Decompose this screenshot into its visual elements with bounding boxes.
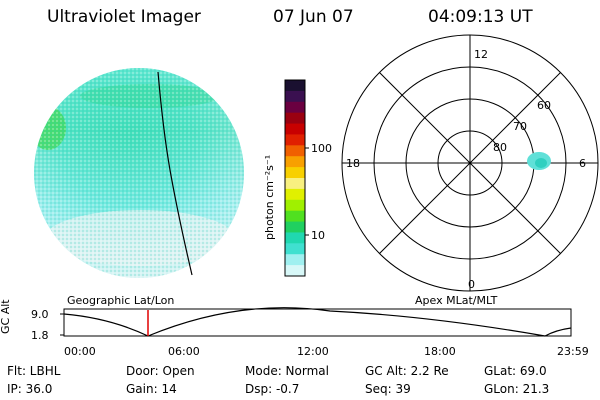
polar-plot (341, 34, 599, 292)
altitude-curve (63, 307, 572, 337)
terminator-line (157, 71, 193, 276)
info-gc-alt: GC Alt: 2.2 Re (365, 364, 449, 378)
info-door: Door: Open (126, 364, 195, 378)
colorbar-segment (285, 243, 305, 255)
colorbar-segment (285, 145, 305, 157)
mlt-label-18: 18 (346, 157, 360, 170)
mlt-label-6: 6 (579, 157, 586, 170)
colorbar-tick-label-10: 10 (311, 229, 325, 242)
altitude-ylabel: GC Alt (0, 299, 12, 334)
colorbar-tick-label-100: 100 (311, 142, 332, 155)
colorbar-segment (285, 221, 305, 233)
lat-label-80: 80 (493, 141, 507, 154)
altitude-xtick-2: 12:00 (297, 345, 329, 358)
mlt-label-12: 12 (474, 48, 488, 61)
altitude-xtick-1: 06:00 (168, 345, 200, 358)
info-mode: Mode: Normal (245, 364, 329, 378)
date-label: 07 Jun 07 (273, 7, 354, 27)
colorbar-segment (285, 134, 305, 146)
info-flt: Flt: LBHL (7, 364, 61, 378)
colorbar-segment (285, 101, 305, 114)
altitude-ytick-high: 9.0 (31, 308, 49, 321)
altitude-xtick-3: 18:00 (424, 345, 456, 358)
colorbar-segment (285, 254, 305, 266)
info-seq: Seq: 39 (365, 382, 411, 396)
colorbar-segment (285, 112, 305, 125)
time-label: 04:09:13 UT (428, 7, 533, 27)
altitude-xtick-4: 23:59 (557, 345, 589, 358)
mlt-label-0: 0 (468, 278, 475, 291)
colorbar-segment (285, 210, 305, 223)
lat-label-60: 60 (537, 99, 551, 112)
colorbar-segment (285, 232, 305, 244)
colorbar-segment (285, 80, 305, 92)
info-glat: GLat: 69.0 (484, 364, 547, 378)
apex-caption: Apex MLat/MLT (415, 294, 498, 307)
colorbar-segment (285, 123, 305, 135)
aurora-blob (527, 152, 551, 170)
colorbar-segment (285, 188, 305, 201)
geographic-image (34, 68, 244, 278)
colorbar-unit-label: photon cm⁻²s⁻¹ (263, 154, 276, 240)
geographic-caption: Geographic Lat/Lon (67, 294, 175, 307)
colorbar-segment (285, 167, 305, 179)
altitude-plot (60, 307, 572, 337)
lat-label-70: 70 (513, 120, 527, 133)
info-glon: GLon: 21.3 (484, 382, 550, 396)
colorbar-segment (285, 90, 305, 103)
instrument-title: Ultraviolet Imager (47, 7, 201, 27)
colorbar-segment (285, 178, 305, 190)
colorbar (285, 80, 305, 277)
info-gain: Gain: 14 (126, 382, 177, 396)
colorbar-segment (285, 265, 305, 277)
altitude-xtick-0: 00:00 (64, 345, 96, 358)
polar-diagonal-2 (379, 72, 561, 254)
colorbar-segment (285, 156, 305, 168)
info-dsp: Dsp: -0.7 (245, 382, 300, 396)
colorbar-frame (284, 79, 306, 277)
colorbar-segment (285, 199, 305, 212)
altitude-ytick-low: 1.8 (31, 329, 49, 342)
info-ip: IP: 36.0 (7, 382, 53, 396)
